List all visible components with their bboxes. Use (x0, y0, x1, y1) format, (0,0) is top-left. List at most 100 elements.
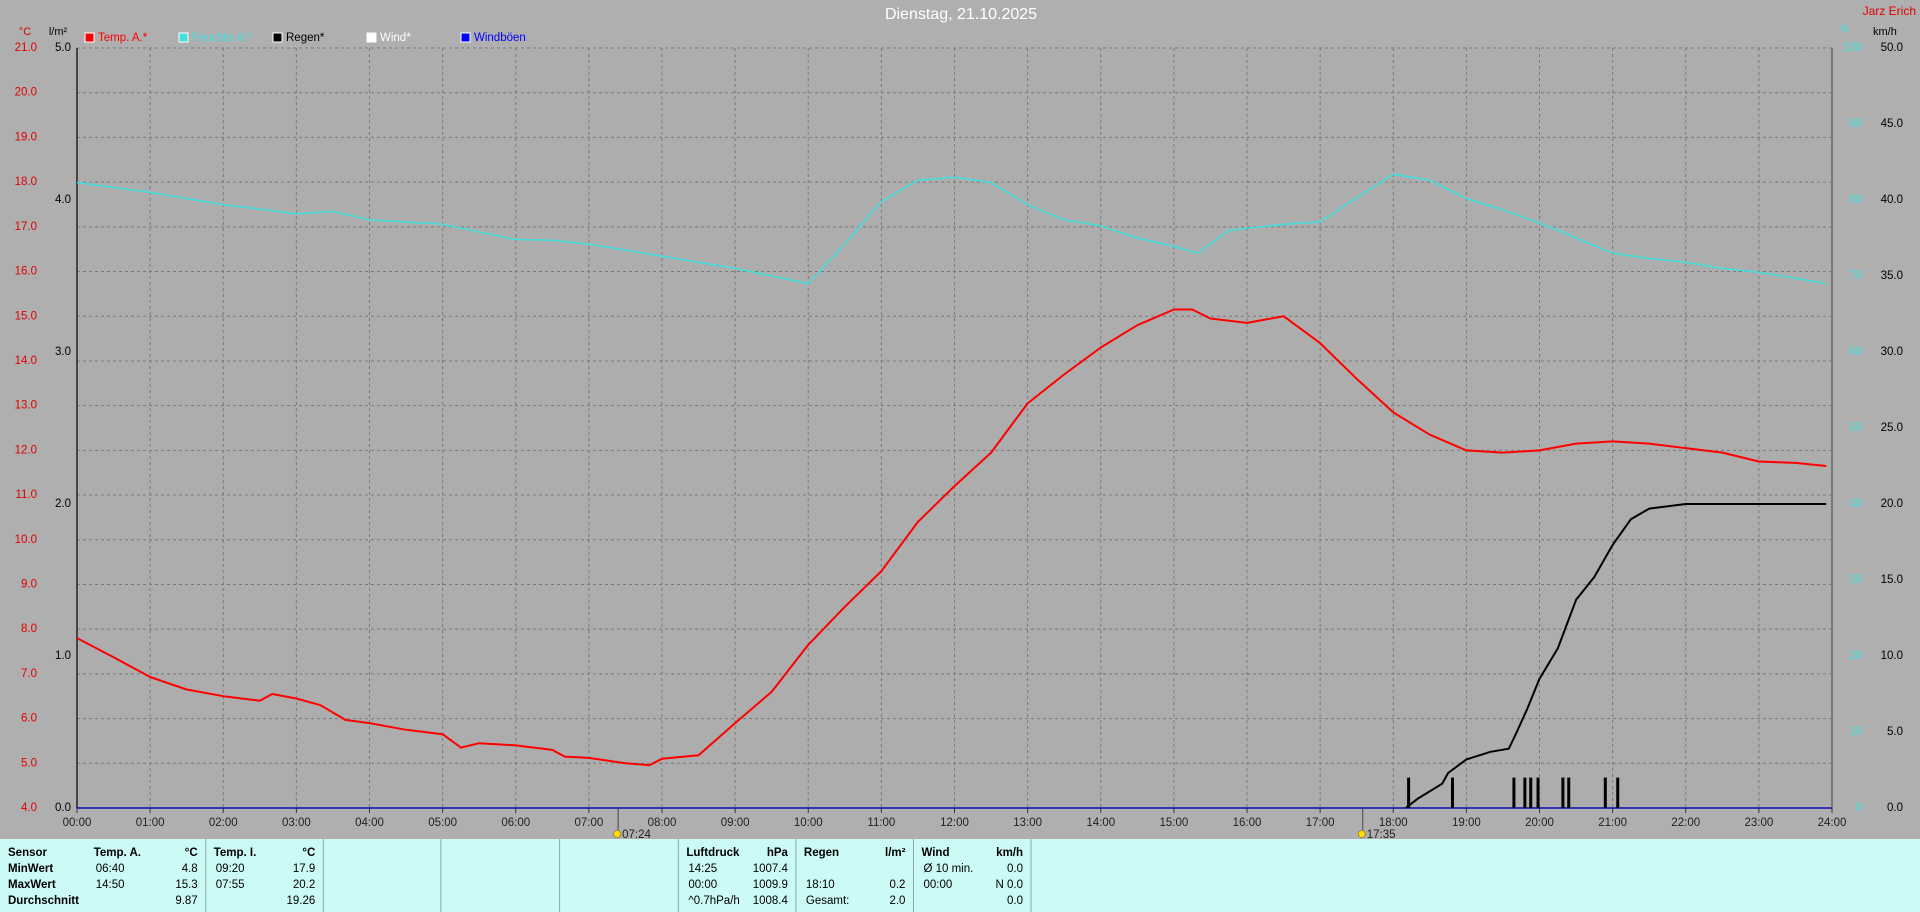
stats-value: 19.26 (286, 895, 315, 907)
x-tick-label: 18:00 (1379, 817, 1408, 829)
y-tick-label: 15.0 (15, 310, 37, 322)
chart-title: Dienstag, 21.10.2025 (885, 6, 1037, 23)
y-tick-label: 11.0 (15, 489, 37, 501)
stats-value: 1007.4 (753, 863, 789, 875)
stats-row-label: MinWert (8, 863, 53, 875)
series-line (1405, 503, 1827, 809)
stats-time: 09:20 (216, 863, 245, 875)
y-tick-label: 45.0 (1881, 118, 1903, 130)
stats-col-unit: hPa (767, 847, 789, 859)
x-tick-label: 13:00 (1013, 817, 1042, 829)
stats-time: 00:00 (923, 879, 952, 891)
x-tick-label: 00:00 (63, 817, 92, 829)
stats-row-label: MaxWert (8, 879, 56, 891)
x-tick-label: 01:00 (136, 817, 165, 829)
axis-unit: °C (19, 26, 31, 38)
y-tick-label: 0 (1856, 802, 1862, 814)
y-tick-label: 30 (1849, 574, 1862, 586)
y-tick-label: 90 (1849, 118, 1862, 130)
stats-col-unit: °C (302, 847, 315, 859)
axis-unit: l/m² (49, 26, 68, 38)
y-tick-label: 40 (1849, 498, 1862, 510)
rain-bar (1616, 777, 1620, 808)
stats-col-unit: °C (185, 847, 198, 859)
y-tick-label: 80 (1849, 194, 1862, 206)
y-tick-label: 25.0 (1881, 422, 1903, 434)
sun-icon (1357, 830, 1366, 838)
legend-label: Regen* (286, 32, 325, 44)
x-tick-label: 06:00 (501, 817, 530, 829)
y-tick-label: 19.0 (15, 131, 37, 143)
legend-swatch (366, 32, 377, 43)
y-tick-label: 17.0 (15, 221, 37, 233)
stats-value: 0.0 (1007, 895, 1023, 907)
stats-time: 14:25 (688, 863, 717, 875)
y-tick-label: 0.0 (55, 802, 71, 814)
stats-time: 18:10 (806, 879, 835, 891)
legend-swatch (460, 32, 471, 43)
y-tick-label: 10 (1849, 726, 1862, 738)
x-tick-label: 08:00 (648, 817, 677, 829)
series-line (76, 308, 1827, 767)
y-tick-label: 70 (1849, 270, 1862, 282)
stats-value: 1008.4 (753, 895, 789, 907)
legend-label: Feuchte A.* (192, 32, 252, 44)
stats-value: N 0.0 (996, 879, 1024, 891)
legend-label: Windböen (474, 32, 526, 44)
y-tick-label: 20.0 (1881, 498, 1903, 510)
rain-bar (1567, 777, 1571, 808)
y-tick-label: 40.0 (1881, 194, 1903, 206)
y-tick-label: 21.0 (15, 42, 37, 54)
stats-value: 0.2 (889, 879, 905, 891)
stats-col-title: Wind (921, 847, 949, 859)
x-tick-label: 15:00 (1159, 817, 1188, 829)
x-tick-label: 22:00 (1671, 817, 1700, 829)
y-tick-label: 10.0 (1881, 650, 1903, 662)
x-tick-label: 14:00 (1086, 817, 1115, 829)
stats-col-title: Temp. A. (94, 847, 141, 859)
legend-swatch (272, 32, 283, 43)
x-tick-label: 24:00 (1818, 817, 1847, 829)
y-tick-label: 15.0 (1881, 574, 1903, 586)
rain-bar (1529, 777, 1533, 808)
y-tick-label: 60 (1849, 346, 1862, 358)
y-tick-label: 9.0 (21, 579, 37, 591)
x-tick-label: 11:00 (867, 817, 895, 829)
y-tick-label: 14.0 (15, 355, 37, 367)
y-tick-label: 100 (1843, 42, 1862, 54)
rain-bar (1603, 777, 1607, 808)
stats-row-label: Sensor (8, 847, 48, 859)
y-tick-label: 13.0 (15, 400, 37, 412)
y-tick-label: 50 (1849, 422, 1862, 434)
stats-value: 9.87 (175, 895, 197, 907)
axis-unit: % (1839, 23, 1849, 35)
stats-time: ^0.7hPa/h (688, 895, 739, 907)
rain-bar (1450, 777, 1454, 808)
y-tick-label: 2.0 (55, 498, 71, 510)
x-tick-label: 12:00 (940, 817, 969, 829)
stats-time: 06:40 (96, 863, 125, 875)
x-tick-label: 07:00 (574, 817, 603, 829)
x-tick-label: 19:00 (1452, 817, 1481, 829)
stats-time: Ø 10 min. (923, 863, 973, 875)
stats-value: 15.3 (175, 879, 197, 891)
y-tick-label: 4.0 (55, 194, 71, 206)
stats-value: 4.8 (182, 863, 198, 875)
rain-bar (1536, 777, 1540, 808)
stats-value: 17.9 (293, 863, 315, 875)
stats-value: 0.0 (1007, 863, 1023, 875)
stats-col-title: Luftdruck (686, 847, 740, 859)
sun-time: 17:35 (1367, 829, 1396, 841)
stats-value: 1009.9 (753, 879, 788, 891)
y-tick-label: 3.0 (55, 346, 71, 358)
rain-bar (1523, 777, 1527, 808)
stats-row-label: Durchschnitt (8, 895, 79, 907)
rain-bar (1561, 777, 1565, 808)
stats-time: 00:00 (688, 879, 717, 891)
user-name: Jarz Erich (1863, 4, 1916, 18)
legend-label: Wind* (380, 32, 411, 44)
y-tick-label: 8.0 (21, 623, 37, 635)
x-tick-label: 16:00 (1233, 817, 1262, 829)
rain-bar (1407, 777, 1411, 808)
